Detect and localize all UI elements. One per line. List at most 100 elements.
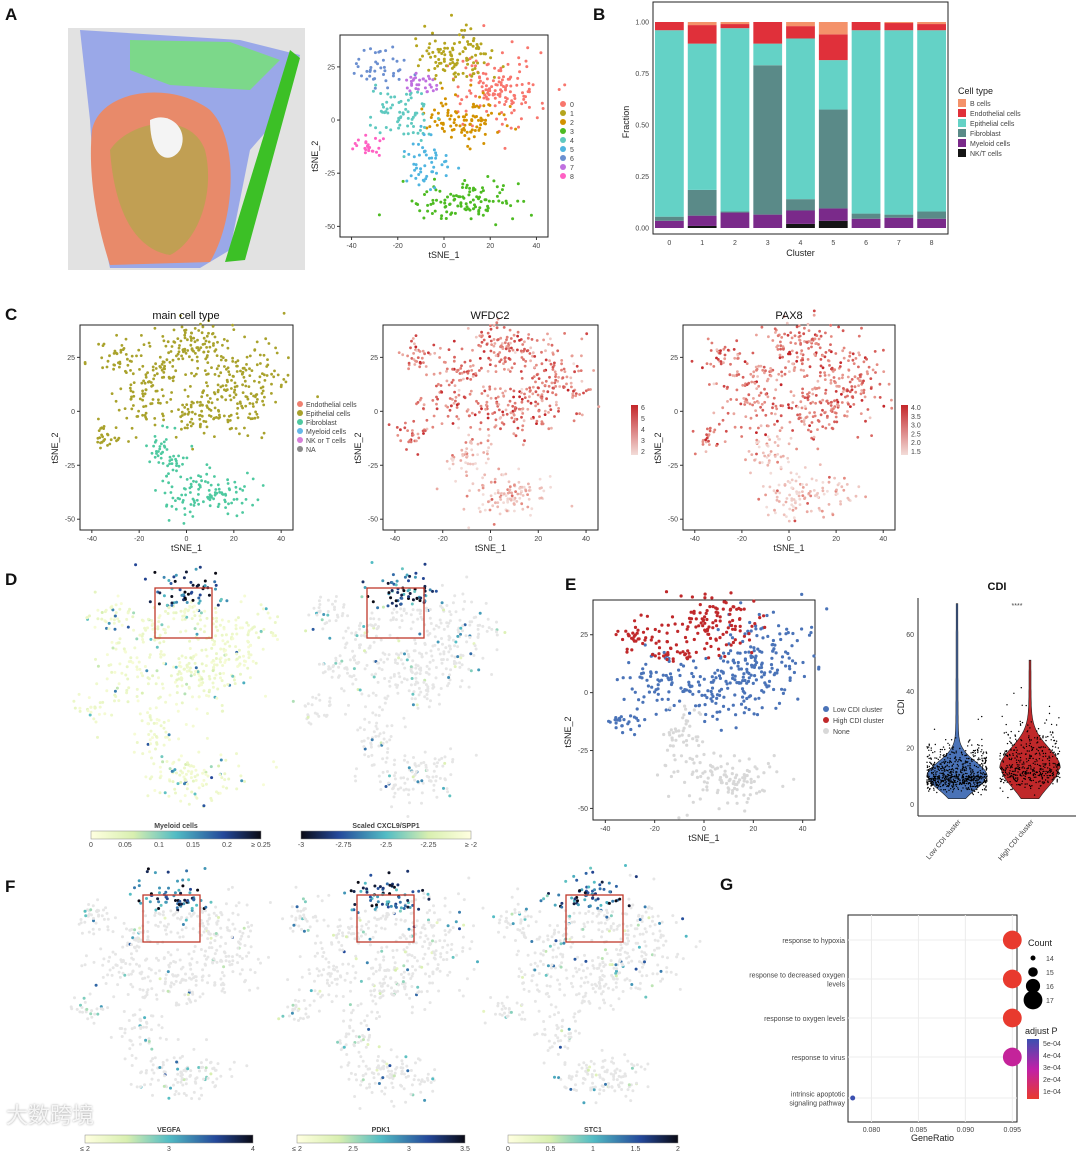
tsne-point (392, 673, 396, 676)
tsne-point (219, 371, 223, 375)
tsne-point (570, 385, 573, 389)
tsne-point (406, 110, 410, 114)
tsne-point (483, 121, 486, 125)
tsne-point (442, 958, 445, 962)
tsne-point (484, 403, 488, 407)
tsne-point (493, 92, 496, 96)
y-tick-label: -25 (668, 463, 678, 470)
tsne-point (317, 714, 321, 718)
tsne-point (336, 615, 340, 619)
x-tick-label: 0 (787, 536, 791, 543)
tsne-point (511, 348, 515, 352)
tsne-point (159, 652, 162, 656)
tsne-point (198, 565, 202, 569)
tsne-point (217, 374, 221, 378)
tsne-point (453, 594, 457, 598)
tsne-point (464, 66, 468, 70)
tsne-point (174, 665, 178, 669)
bar-segment-fibroblast (851, 213, 881, 219)
tsne-point (141, 398, 145, 402)
tsne-point (809, 494, 813, 498)
tsne-point (214, 932, 218, 935)
tsne-point (504, 199, 508, 203)
tsne-point (187, 988, 191, 992)
tsne-point (431, 775, 435, 779)
tsne-point (736, 357, 739, 360)
tsne-point (504, 389, 507, 393)
bar-segment-fibroblast (917, 211, 946, 219)
spatial-region-olive (110, 123, 209, 256)
tsne-point (757, 401, 760, 405)
tsne-point (90, 1015, 94, 1019)
tsne-point (275, 351, 279, 355)
tsne-point (481, 81, 485, 85)
tsne-point (246, 921, 249, 925)
tsne-point (497, 93, 501, 97)
tsne-point (492, 338, 496, 341)
tsne-point (163, 364, 167, 368)
panel-label-G: G (720, 875, 733, 894)
tsne-point (245, 363, 248, 366)
tsne-point (436, 397, 439, 401)
tsne-point (458, 618, 462, 622)
tsne-point (204, 963, 207, 967)
tsne-point (462, 377, 465, 381)
tsne-point (114, 399, 118, 403)
colorbar-tick-label: -3 (298, 842, 304, 849)
tsne-point (834, 390, 838, 393)
tsne-point (500, 51, 504, 55)
colorbar-title: Scaled CXCL9/SPP1 (352, 823, 419, 830)
tsne-point (156, 454, 160, 458)
tsne-point (221, 384, 225, 388)
tsne-point (86, 709, 90, 713)
tsne-point (214, 673, 218, 677)
tsne-point (186, 761, 189, 765)
tsne-point (235, 657, 239, 661)
tsne-point (177, 454, 181, 458)
tsne-point (423, 750, 427, 754)
tsne-point (176, 1038, 180, 1041)
tsne-point (373, 77, 377, 81)
tsne-point (370, 673, 374, 677)
tsne-point (470, 600, 474, 604)
tsne-point (179, 1074, 183, 1078)
tsne-point (241, 370, 245, 374)
tsne-point (378, 705, 382, 709)
tsne-point (395, 652, 398, 656)
tsne-point (450, 66, 454, 70)
tsne-point (440, 214, 444, 218)
tsne-point (146, 975, 150, 979)
tsne-point (852, 362, 856, 365)
tsne-point (513, 401, 517, 405)
tsne-point (800, 483, 804, 486)
tsne-point (502, 501, 505, 504)
tsne-point (523, 439, 526, 443)
tsne-point (705, 433, 708, 436)
tsne-point (381, 579, 385, 583)
tsne-point (272, 375, 276, 379)
tsne-point (235, 632, 239, 636)
tsne-point (92, 932, 96, 936)
tsne-point (534, 400, 537, 404)
tsne-point (456, 72, 460, 76)
tsne-point (183, 611, 187, 614)
tsne-point (427, 74, 430, 78)
tsne-point (423, 352, 426, 356)
tsne-point (477, 81, 481, 85)
tsne-point (524, 359, 528, 363)
tsne-point (173, 579, 177, 583)
tsne-point (369, 47, 372, 51)
tsne-point (322, 613, 326, 616)
tsne-point (527, 81, 531, 85)
tsne-point (135, 656, 139, 660)
tsne-point (253, 379, 256, 383)
tsne-point (164, 894, 168, 898)
tsne-point (231, 637, 235, 641)
y-tick-label: -50 (668, 517, 678, 524)
tsne-point (174, 573, 178, 577)
tsne-point (768, 452, 772, 456)
tsne-point (531, 83, 535, 87)
tsne-point (224, 389, 228, 392)
tsne-point (146, 722, 150, 726)
tsne-point (790, 478, 794, 482)
